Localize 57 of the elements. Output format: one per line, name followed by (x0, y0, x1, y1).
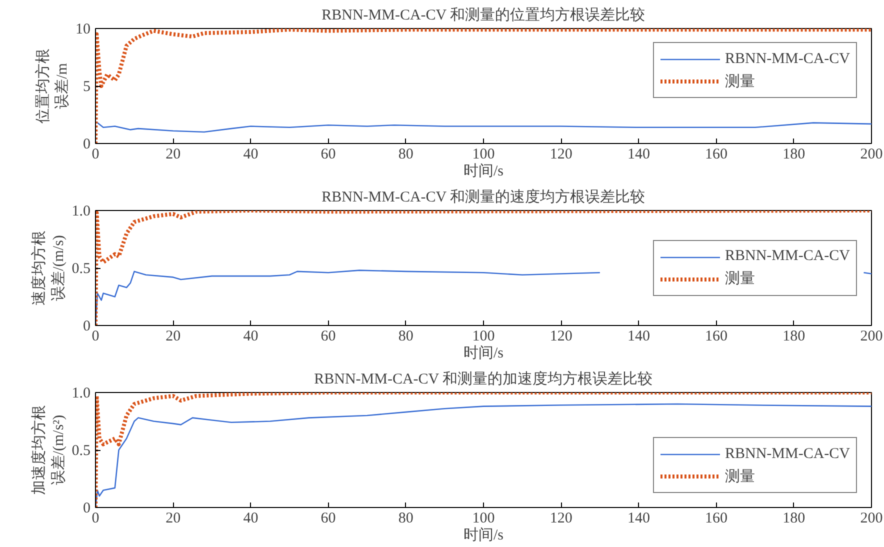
x-tick-label: 20 (166, 146, 181, 162)
x-tick-label: 20 (166, 328, 181, 344)
x-tick-label: 100 (472, 328, 495, 344)
x-tick-label: 80 (398, 146, 414, 162)
x-tick-label: 80 (398, 328, 414, 344)
x-tick-label: 40 (243, 328, 258, 344)
y-axis-title: 位置均方根误差/m (34, 48, 70, 124)
x-tick-label: 160 (705, 328, 728, 344)
y-tick-label: 1.0 (72, 386, 90, 402)
legend-label: RBNN-MM-CA-CV (724, 248, 850, 265)
x-tick-label: 120 (550, 146, 572, 162)
x-tick-label: 40 (243, 146, 258, 162)
x-tick-label: 60 (320, 146, 336, 162)
x-tick-label: 180 (782, 328, 806, 344)
x-tick-label: 120 (550, 328, 572, 344)
x-tick-label: 180 (782, 510, 806, 526)
y-tick-label: 1.0 (72, 204, 90, 220)
y-tick-label: 0.5 (72, 261, 90, 277)
x-tick-label: 160 (705, 510, 728, 526)
y-tick-label: 10 (76, 22, 90, 38)
y-tick-label: 0 (83, 136, 90, 152)
chart-title: RBNN-MM-CA-CV 和测量的加速度均方根误差比较 (314, 370, 653, 388)
legend-label: 测量 (724, 72, 755, 90)
x-tick-label: 100 (472, 146, 495, 162)
line-series (96, 210, 872, 326)
chart-title: RBNN-MM-CA-CV 和测量的位置均方根误差比较 (322, 6, 646, 24)
x-tick-label: 200 (860, 510, 883, 526)
x-tick-label: 200 (860, 146, 883, 162)
x-tick-label: 20 (166, 510, 181, 526)
y-tick-label: 5 (83, 79, 90, 95)
x-tick-label: 140 (627, 510, 650, 526)
x-axis-title: 时间/s (464, 344, 504, 362)
y-axis-title: 加速度均方根误差/(m/s²) (30, 405, 67, 495)
legend-label: 测量 (724, 468, 755, 486)
x-tick-label: 60 (320, 510, 336, 526)
x-axis-title: 时间/s (464, 162, 504, 180)
x-tick-label: 120 (550, 510, 572, 526)
x-tick-label: 80 (398, 510, 414, 526)
x-tick-label: 60 (320, 328, 336, 344)
line-series (96, 28, 872, 144)
x-tick-label: 140 (627, 146, 650, 162)
x-tick-label: 40 (243, 510, 258, 526)
x-tick-label: 100 (472, 510, 495, 526)
chart-title: RBNN-MM-CA-CV 和测量的速度均方根误差比较 (322, 188, 646, 206)
x-tick-label: 160 (705, 146, 728, 162)
y-tick-label: 0.5 (72, 443, 90, 459)
x-axis-title: 时间/s (464, 526, 504, 544)
y-axis-title: 速度均方根误差/(m/s) (30, 230, 67, 306)
line-series (96, 122, 872, 133)
legend-label: RBNN-MM-CA-CV (724, 446, 850, 462)
y-tick-label: 0 (83, 318, 90, 334)
x-tick-label: 180 (782, 146, 806, 162)
legend-label: 测量 (724, 270, 755, 288)
x-tick-label: 200 (860, 328, 883, 344)
legend-label: RBNN-MM-CA-CV (724, 50, 850, 68)
y-tick-label: 0 (83, 500, 90, 516)
x-tick-label: 140 (627, 328, 650, 344)
